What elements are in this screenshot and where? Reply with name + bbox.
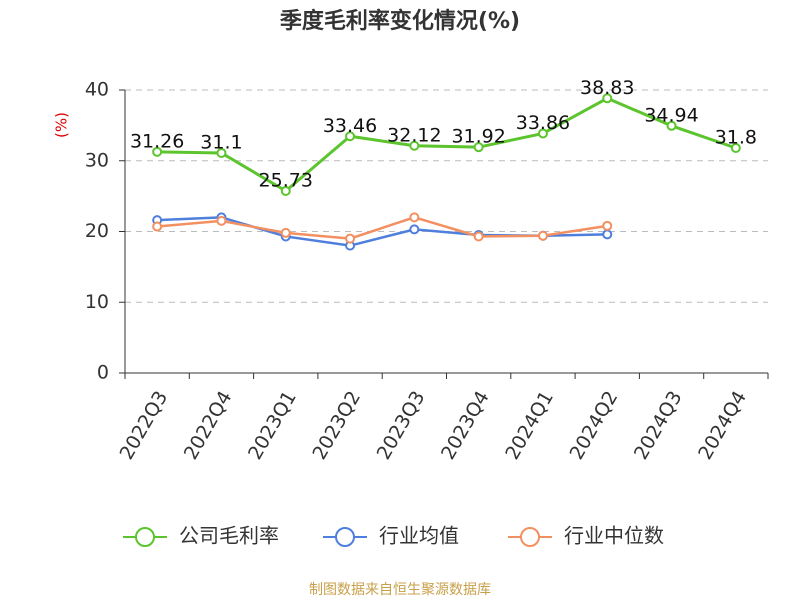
x-tick-label: 2023Q2 bbox=[308, 387, 365, 463]
data-point bbox=[602, 220, 613, 231]
x-tick-label: 2023Q4 bbox=[437, 387, 494, 463]
series-line bbox=[157, 96, 737, 193]
data-point bbox=[537, 230, 548, 241]
data-label: 31.26 bbox=[130, 130, 184, 152]
data-point bbox=[473, 142, 484, 153]
series-line bbox=[157, 216, 608, 240]
x-tick-label: 2023Q3 bbox=[373, 387, 430, 463]
data-point bbox=[216, 215, 227, 226]
data-point bbox=[216, 147, 227, 158]
data-label: 33.86 bbox=[516, 112, 570, 134]
legend-label: 行业均值 bbox=[379, 524, 459, 548]
data-point bbox=[602, 93, 613, 104]
data-label: 31.8 bbox=[715, 127, 757, 149]
y-tick-label: 30 bbox=[85, 149, 109, 171]
data-point bbox=[345, 131, 356, 142]
data-point bbox=[280, 185, 291, 196]
data-point bbox=[602, 229, 613, 240]
data-point bbox=[473, 231, 484, 242]
legend-marker bbox=[335, 527, 355, 547]
y-tick-label: 0 bbox=[97, 362, 109, 384]
y-tick-label: 40 bbox=[85, 79, 109, 101]
x-tick-label: 2022Q4 bbox=[180, 387, 237, 463]
x-tick-label: 2024Q3 bbox=[630, 387, 687, 463]
data-point bbox=[345, 233, 356, 244]
data-label: 25.73 bbox=[259, 169, 313, 191]
data-point bbox=[152, 146, 163, 157]
legend-label: 行业中位数 bbox=[564, 524, 664, 548]
legend-label: 公司毛利率 bbox=[179, 524, 279, 548]
x-tick-label: 2024Q1 bbox=[501, 387, 558, 463]
data-point bbox=[409, 140, 420, 151]
data-point bbox=[280, 227, 291, 238]
data-label: 38.83 bbox=[580, 77, 634, 99]
data-label: 31.1 bbox=[200, 131, 242, 153]
data-label: 33.46 bbox=[323, 115, 377, 137]
data-point bbox=[152, 221, 163, 232]
y-tick-label: 10 bbox=[85, 291, 109, 313]
x-tick-label: 2022Q3 bbox=[115, 387, 172, 463]
y-tick-label: 20 bbox=[85, 220, 109, 242]
data-point bbox=[537, 128, 548, 139]
legend-marker bbox=[520, 527, 540, 547]
x-tick-label: 2023Q1 bbox=[244, 387, 301, 463]
data-label: 31.92 bbox=[451, 126, 505, 148]
data-point bbox=[666, 120, 677, 131]
y-axis-label: (%) bbox=[53, 112, 71, 138]
data-point bbox=[409, 212, 420, 223]
x-tick-label: 2024Q4 bbox=[694, 387, 751, 463]
data-label: 32.12 bbox=[387, 124, 441, 146]
source-note: 制图数据来自恒生聚源数据库 bbox=[309, 582, 491, 598]
data-point bbox=[409, 224, 420, 235]
data-point bbox=[730, 143, 741, 154]
chart-title: 季度毛利率变化情况(%) bbox=[280, 8, 520, 34]
legend-marker bbox=[135, 527, 155, 547]
x-tick-label: 2024Q2 bbox=[566, 387, 623, 463]
data-label: 34.94 bbox=[644, 104, 698, 126]
